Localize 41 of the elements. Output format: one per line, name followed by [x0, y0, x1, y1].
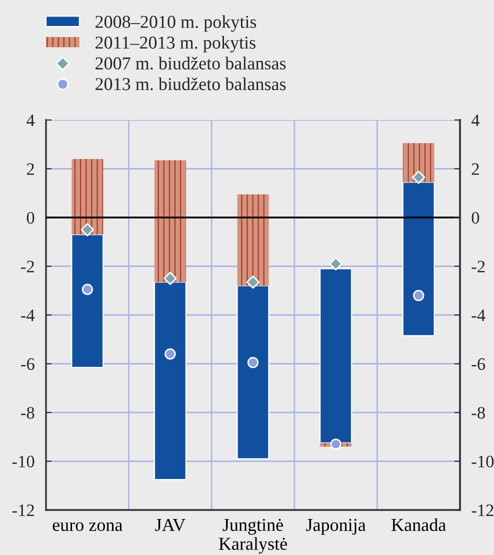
- x-tick-label: euro zona: [52, 522, 122, 532]
- y-tick-label: -6: [21, 358, 34, 370]
- y-tick-label: -4: [21, 310, 35, 322]
- y2-tick-label: -10: [472, 456, 494, 468]
- y2-tick-label: 0: [472, 212, 480, 224]
- y-tick-label: -8: [21, 406, 34, 419]
- y-tick-label: -10: [12, 456, 34, 468]
- bar: [72, 159, 104, 235]
- y-tick-label: 2: [26, 163, 34, 175]
- bar: [237, 194, 269, 286]
- point: [329, 257, 342, 270]
- point: [164, 272, 177, 286]
- point: [80, 223, 94, 236]
- legend-label: 2008–2010 m. pokytis: [96, 15, 256, 32]
- point: [164, 348, 176, 360]
- legend-label: 2007 m. biudžeto balansas: [96, 56, 286, 70]
- y2-tick-label: 4: [471, 114, 480, 126]
- y2-tick-label: -4: [472, 310, 486, 322]
- point: [246, 276, 260, 289]
- y-tick-label: 0: [26, 212, 34, 224]
- x-tick-label: Japonija: [306, 518, 366, 535]
- legend-label: 2013 m. biudžeto balansas: [96, 77, 286, 90]
- y-tick-label: -12: [12, 504, 34, 516]
- y-tick-label: 4: [26, 114, 35, 126]
- x-tick-label: Kanada: [392, 518, 446, 532]
- y2-tick-label: 2: [472, 163, 479, 175]
- legend-label: 2011–2013 m. pokytis: [96, 36, 256, 52]
- y2-tick-label: -6: [472, 358, 486, 370]
- point: [82, 284, 94, 296]
- x-tick-label: Jungtinė Karalystė: [218, 518, 287, 554]
- point: [412, 170, 426, 184]
- bar: [154, 160, 186, 282]
- x-tick-label: JAV: [155, 518, 186, 532]
- bar: [402, 143, 434, 182]
- y2-tick-label: -8: [472, 406, 485, 419]
- y2-tick-label: -12: [472, 504, 494, 516]
- point: [247, 356, 259, 368]
- y-tick-label: -2: [21, 260, 34, 272]
- point: [330, 438, 342, 450]
- y2-tick-label: -2: [472, 260, 485, 272]
- point: [412, 290, 424, 302]
